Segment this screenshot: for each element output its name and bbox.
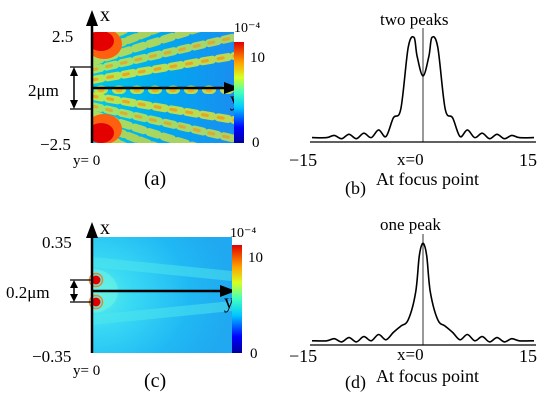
tick-label-d-min: −15 <box>289 346 317 366</box>
panel-b: two peaks −15 15 x=0 (b) At focus point <box>289 10 537 199</box>
field-map-c <box>92 237 232 353</box>
tick-label-d-max: 15 <box>519 346 537 366</box>
caption-d: At focus point <box>376 366 479 386</box>
chart-title-d: one peak <box>380 215 441 234</box>
x-top-label-a: 2.5 <box>52 27 73 46</box>
scale-label-a: 2μm <box>28 81 59 100</box>
colorbar-min-a: 0 <box>252 135 260 151</box>
caption-b: At focus point <box>376 169 479 189</box>
panel-a: x y 2.5 −2.5 y= 0 2μm 10⁻⁴ 10 0 (a) <box>28 4 265 190</box>
intensity-curve-b <box>311 35 535 140</box>
scale-label-c: 0.2μm <box>6 283 50 302</box>
colorbar-max-c: 10 <box>248 250 263 266</box>
tick-label-b-max: 15 <box>519 150 537 170</box>
panel-d: one peak −15 15 x=0 (d) At focus point <box>289 215 537 393</box>
y-origin-label-c: y= 0 <box>73 363 100 379</box>
panel-label-a: (a) <box>144 168 166 190</box>
center-label-b: x=0 <box>397 150 424 169</box>
tick-label-b-min: −15 <box>289 150 317 170</box>
colorbar-c <box>232 245 242 353</box>
field-map-a <box>92 32 234 143</box>
colorbar-min-c: 0 <box>250 346 258 362</box>
colorbar-exponent-c: 10⁻⁴ <box>230 226 256 241</box>
panel-label-d: (d) <box>345 372 366 393</box>
intensity-curve-d <box>311 242 535 343</box>
scale-bar-c <box>70 279 92 303</box>
x-bottom-label-c: −0.35 <box>32 347 71 366</box>
x-top-label-c: 0.35 <box>42 233 72 252</box>
axis-y-label-c: y <box>224 291 234 313</box>
chart-title-b: two peaks <box>380 10 448 29</box>
colorbar-a <box>234 42 244 143</box>
axis-x-label-a: x <box>100 4 110 26</box>
center-label-d: x=0 <box>397 345 424 364</box>
panel-label-b: (b) <box>345 178 366 199</box>
panel-c: x y 0.35 −0.35 y= 0 0.2μm 10⁻⁴ 10 0 (c) <box>6 217 263 392</box>
hotspot-c-top <box>91 275 101 285</box>
x-bottom-label-a: −2.5 <box>40 135 71 154</box>
axis-x-label-c: x <box>100 217 110 239</box>
panel-label-c: (c) <box>144 370 166 392</box>
colorbar-exponent-a: 10⁻⁴ <box>234 21 260 36</box>
y-origin-label-a: y= 0 <box>73 153 100 169</box>
colorbar-max-a: 10 <box>250 50 265 66</box>
hotspot-c-bottom <box>91 297 101 307</box>
scale-bar-a <box>70 66 92 110</box>
